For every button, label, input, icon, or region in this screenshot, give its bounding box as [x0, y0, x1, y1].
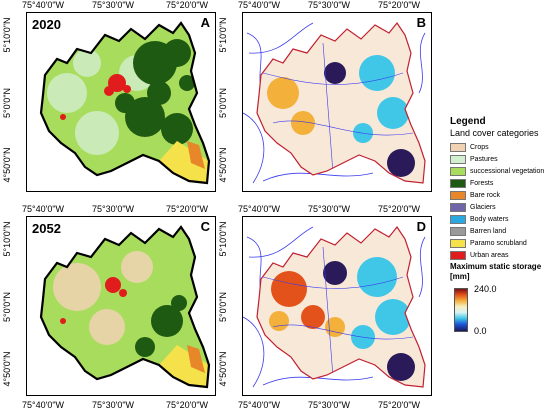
- x-tick-label: 75°40'0"W: [22, 400, 65, 410]
- legend-item: Urban areas: [450, 249, 550, 261]
- legend-swatch: [450, 166, 466, 176]
- legend-item: Bare rock: [450, 189, 550, 201]
- map-panel-a: 2020 A: [26, 12, 216, 192]
- storage-colorbar-legend: Maximum static storage [mm] 240.0 0.0: [450, 262, 550, 336]
- legend-item-label: Bare rock: [470, 191, 500, 199]
- x-tick-label: 75°40'0"W: [22, 0, 65, 10]
- land-cover-legend: Legend Land cover categories Crops Pastu…: [450, 116, 550, 261]
- x-tick-label: 75°30'0"W: [92, 400, 135, 410]
- land-cover-map-2052: [39, 225, 211, 389]
- legend-item: Paramo scrubland: [450, 237, 550, 249]
- x-tick-label: 75°20'0"W: [378, 204, 421, 214]
- legend-item-label: Pastures: [470, 155, 498, 163]
- legend-item-label: Urban areas: [470, 251, 509, 259]
- y-tick-label: 5°10'0"N: [2, 221, 12, 257]
- map-panel-c: 2052 C: [26, 216, 216, 396]
- y-tick-label: 4°50'0"N: [2, 351, 12, 387]
- storage-colorbar: [454, 288, 468, 332]
- y-tick-label: 5°0'0"N: [218, 291, 228, 323]
- legend-swatch: [450, 238, 466, 248]
- y-tick-label: 5°10'0"N: [2, 17, 12, 53]
- legend-swatch: [450, 250, 466, 260]
- x-tick-label: 75°40'0"W: [238, 204, 281, 214]
- x-tick-label: 75°40'0"W: [238, 0, 281, 10]
- legend-swatch: [450, 142, 466, 152]
- panel-year-label: 2052: [32, 221, 61, 236]
- x-tick-label: 75°20'0"W: [166, 204, 209, 214]
- x-tick-label: 75°40'0"W: [22, 204, 65, 214]
- storage-legend-title: Maximum static storage: [450, 262, 542, 271]
- legend-item-label: successional vegetation: [470, 167, 545, 175]
- map-panel-b: B: [242, 12, 432, 192]
- y-tick-label: 4°50'0"N: [2, 147, 12, 183]
- legend-item: Forests: [450, 177, 550, 189]
- x-tick-label: 75°30'0"W: [308, 400, 351, 410]
- x-tick-label: 75°20'0"W: [378, 0, 421, 10]
- legend-item-label: Body waters: [470, 215, 509, 223]
- legend-item: Barren land: [450, 225, 550, 237]
- legend-item-label: Forests: [470, 179, 494, 187]
- panel-letter-label: D: [416, 219, 426, 234]
- land-cover-map-2020: [39, 21, 211, 185]
- legend-item: Crops: [450, 141, 550, 153]
- x-tick-label: 75°30'0"W: [308, 0, 351, 10]
- x-tick-label: 75°30'0"W: [92, 204, 135, 214]
- y-tick-label: 5°10'0"N: [218, 17, 228, 53]
- y-tick-label: 5°0'0"N: [2, 291, 12, 323]
- panel-letter-label: A: [200, 15, 210, 30]
- legend-swatch: [450, 214, 466, 224]
- legend-items: Crops Pastures successional vegetation F…: [450, 141, 550, 261]
- panel-letter-label: C: [200, 219, 210, 234]
- legend-item: Pastures: [450, 153, 550, 165]
- storage-legend-unit: [mm]: [450, 272, 470, 281]
- colorbar-min-label: 0.0: [474, 326, 487, 336]
- legend-item-label: Barren land: [470, 227, 507, 235]
- y-tick-label: 5°0'0"N: [218, 87, 228, 119]
- legend-title: Legend: [450, 116, 486, 127]
- x-tick-label: 75°40'0"W: [238, 400, 281, 410]
- legend-swatch: [450, 226, 466, 236]
- legend-swatch: [450, 202, 466, 212]
- legend-item-label: Crops: [470, 143, 489, 151]
- x-tick-label: 75°20'0"W: [166, 400, 209, 410]
- legend-subtitle: Land cover categories: [450, 128, 539, 138]
- x-tick-label: 75°20'0"W: [378, 400, 421, 410]
- y-tick-label: 5°10'0"N: [218, 221, 228, 257]
- legend-swatch: [450, 154, 466, 164]
- legend-item: Glaciers: [450, 201, 550, 213]
- panel-letter-label: B: [416, 15, 426, 30]
- legend-item-label: Glaciers: [470, 203, 496, 211]
- legend-item: successional vegetation: [450, 165, 550, 177]
- x-tick-label: 75°30'0"W: [308, 204, 351, 214]
- static-storage-map-d: [243, 226, 426, 388]
- y-tick-label: 4°50'0"N: [218, 351, 228, 387]
- x-tick-label: 75°30'0"W: [92, 0, 135, 10]
- y-tick-label: 5°0'0"N: [2, 87, 12, 119]
- static-storage-map-b: [243, 22, 426, 184]
- legend-item: Body waters: [450, 213, 550, 225]
- colorbar-max-label: 240.0: [474, 284, 497, 294]
- legend-swatch: [450, 190, 466, 200]
- x-tick-label: 75°20'0"W: [166, 0, 209, 10]
- panel-year-label: 2020: [32, 17, 61, 32]
- y-tick-label: 4°50'0"N: [218, 147, 228, 183]
- legend-item-label: Paramo scrubland: [470, 239, 527, 247]
- legend-swatch: [450, 178, 466, 188]
- map-panel-d: D: [242, 216, 432, 396]
